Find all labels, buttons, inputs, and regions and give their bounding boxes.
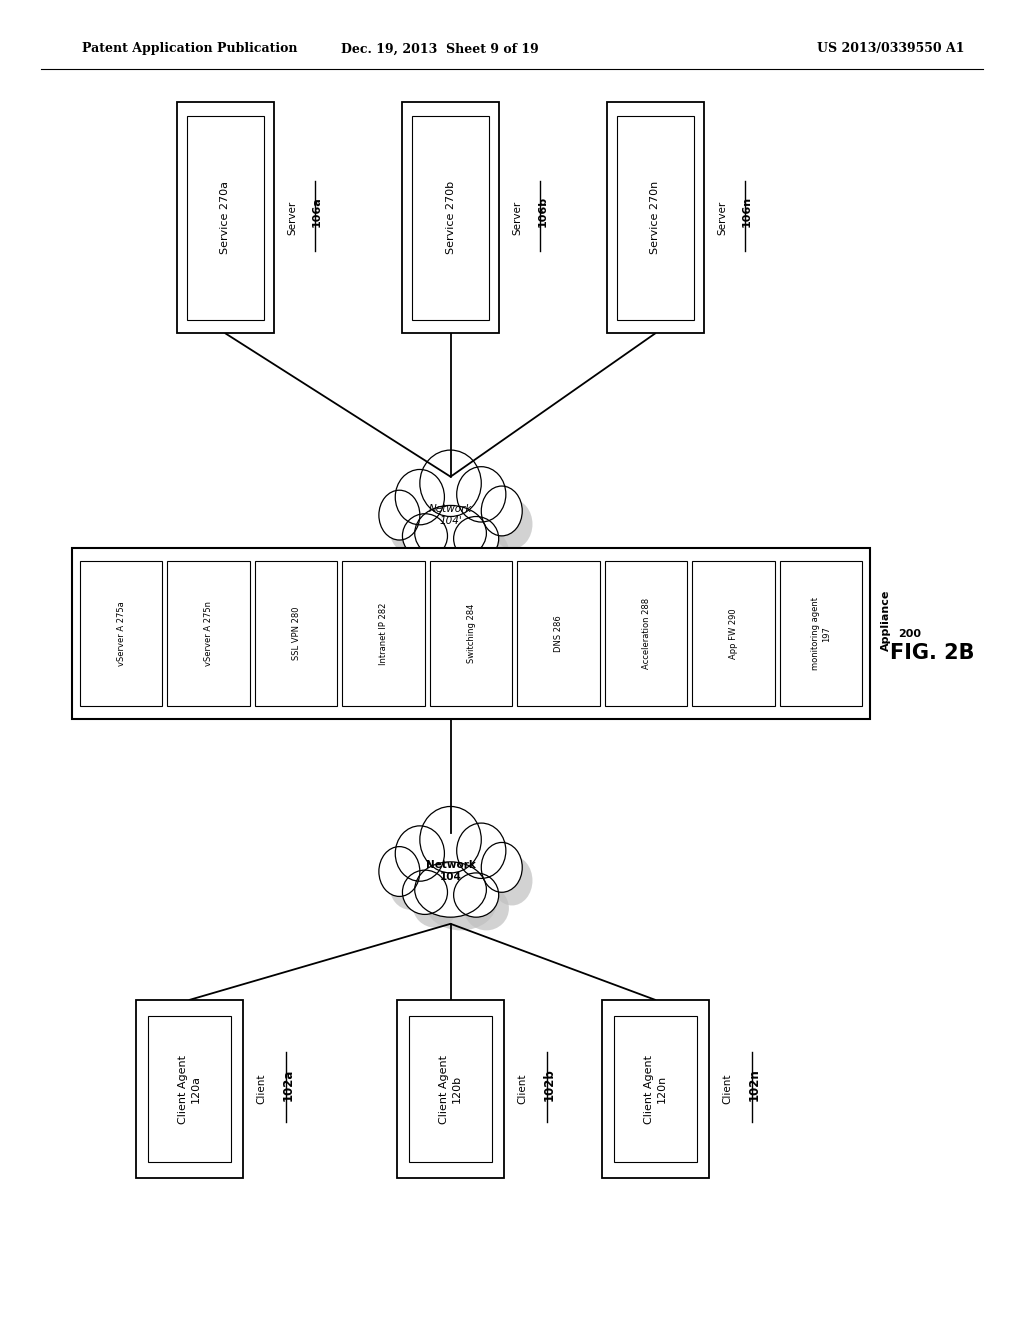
Text: Client Agent
120a: Client Agent 120a xyxy=(178,1055,201,1123)
Ellipse shape xyxy=(413,527,458,572)
Ellipse shape xyxy=(481,842,522,892)
Text: Client: Client xyxy=(257,1073,266,1105)
Text: Client: Client xyxy=(723,1073,732,1105)
Text: vServer A 275n: vServer A 275n xyxy=(204,601,213,667)
Text: Service 270b: Service 270b xyxy=(445,181,456,255)
Ellipse shape xyxy=(395,470,444,525)
Text: Server: Server xyxy=(288,201,297,235)
Text: Service 270a: Service 270a xyxy=(220,181,230,255)
Bar xyxy=(397,1001,504,1179)
Ellipse shape xyxy=(415,862,486,917)
Bar xyxy=(186,116,264,321)
Bar xyxy=(342,561,425,706)
Text: 102n: 102n xyxy=(748,1069,761,1101)
Ellipse shape xyxy=(379,490,420,540)
Text: Network
104: Network 104 xyxy=(426,861,475,882)
Text: Dec. 19, 2013  Sheet 9 of 19: Dec. 19, 2013 Sheet 9 of 19 xyxy=(341,42,540,55)
Text: App FW 290: App FW 290 xyxy=(729,609,738,659)
Bar xyxy=(606,103,705,334)
Ellipse shape xyxy=(395,826,444,882)
Text: Acceleration 288: Acceleration 288 xyxy=(641,598,650,669)
Bar xyxy=(401,103,500,334)
Bar xyxy=(72,548,870,719)
Ellipse shape xyxy=(402,870,447,915)
Ellipse shape xyxy=(379,846,420,896)
Bar xyxy=(176,103,273,334)
Text: 102b: 102b xyxy=(543,1069,556,1101)
Bar xyxy=(605,561,687,706)
Text: monitoring agent
197: monitoring agent 197 xyxy=(811,597,830,671)
Ellipse shape xyxy=(420,450,481,516)
Ellipse shape xyxy=(389,859,430,909)
Text: SSL VPN 280: SSL VPN 280 xyxy=(292,607,301,660)
Ellipse shape xyxy=(467,837,516,891)
Text: Service 270n: Service 270n xyxy=(650,181,660,255)
Text: DNS 286: DNS 286 xyxy=(554,615,563,652)
Ellipse shape xyxy=(454,873,499,917)
Bar xyxy=(614,1016,696,1163)
Bar xyxy=(430,561,512,706)
Bar xyxy=(780,561,862,706)
Text: Client: Client xyxy=(518,1073,527,1105)
Ellipse shape xyxy=(420,807,481,873)
Ellipse shape xyxy=(464,529,509,574)
Text: 106b: 106b xyxy=(538,195,547,227)
Bar xyxy=(80,561,162,706)
Ellipse shape xyxy=(457,824,506,878)
Text: Appliance: Appliance xyxy=(881,590,891,651)
Bar xyxy=(517,561,600,706)
Bar xyxy=(602,1001,709,1179)
Text: Server: Server xyxy=(718,201,727,235)
Ellipse shape xyxy=(406,840,455,895)
Bar xyxy=(692,561,775,706)
Ellipse shape xyxy=(425,519,497,574)
Text: Client Agent
120n: Client Agent 120n xyxy=(644,1055,667,1123)
Bar xyxy=(410,1016,493,1163)
Ellipse shape xyxy=(492,855,532,906)
Ellipse shape xyxy=(457,467,506,521)
Text: Patent Application Publication: Patent Application Publication xyxy=(82,42,297,55)
Text: Network
104': Network 104' xyxy=(429,504,472,525)
Ellipse shape xyxy=(430,820,492,886)
Ellipse shape xyxy=(464,886,509,931)
Text: Client Agent
120b: Client Agent 120b xyxy=(439,1055,462,1123)
Ellipse shape xyxy=(402,513,447,558)
Text: vServer A 275a: vServer A 275a xyxy=(117,601,126,667)
Bar xyxy=(148,1016,231,1163)
Ellipse shape xyxy=(413,883,458,928)
Bar xyxy=(167,561,250,706)
Ellipse shape xyxy=(481,486,522,536)
Ellipse shape xyxy=(406,483,455,539)
Text: 200: 200 xyxy=(898,628,921,639)
Ellipse shape xyxy=(425,875,497,931)
Text: Server: Server xyxy=(513,201,522,235)
Ellipse shape xyxy=(415,506,486,561)
Ellipse shape xyxy=(430,463,492,529)
Text: 106n: 106n xyxy=(742,195,752,227)
Text: US 2013/0339550 A1: US 2013/0339550 A1 xyxy=(817,42,965,55)
Bar xyxy=(135,1001,244,1179)
Text: Intranet IP 282: Intranet IP 282 xyxy=(379,602,388,665)
Bar xyxy=(412,116,489,321)
Bar xyxy=(616,116,694,321)
Ellipse shape xyxy=(492,499,532,549)
Text: FIG. 2B: FIG. 2B xyxy=(890,643,974,664)
Text: Switching 284: Switching 284 xyxy=(467,605,475,663)
Text: 102a: 102a xyxy=(282,1069,295,1101)
Ellipse shape xyxy=(454,516,499,561)
Text: 106a: 106a xyxy=(312,195,322,227)
Ellipse shape xyxy=(467,480,516,535)
Ellipse shape xyxy=(389,503,430,553)
Bar xyxy=(255,561,337,706)
